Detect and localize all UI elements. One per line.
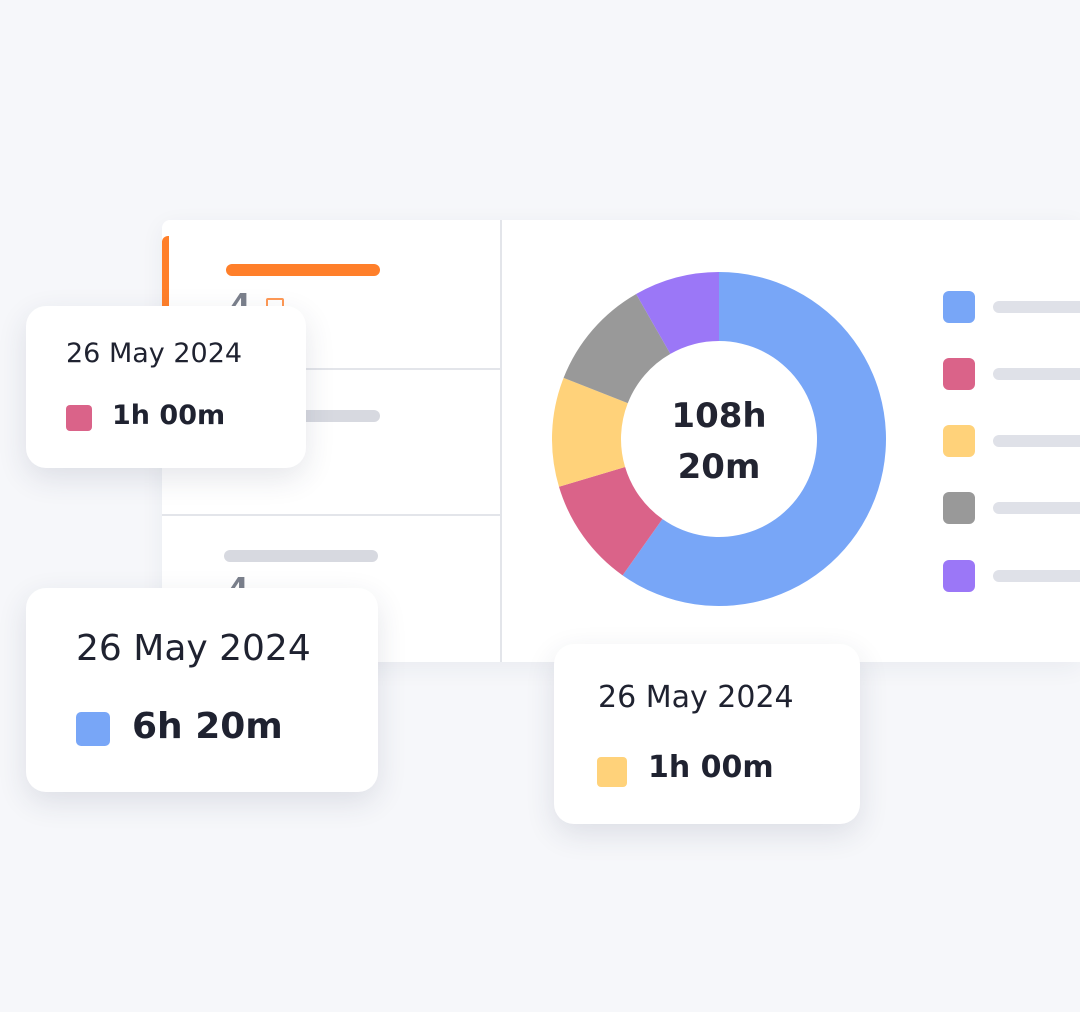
project-title-placeholder bbox=[226, 264, 380, 276]
tooltip-swatch bbox=[66, 405, 92, 431]
tooltip-date: 26 May 2024 bbox=[76, 628, 311, 669]
legend-item-3[interactable] bbox=[943, 425, 1080, 457]
tooltip-blue: 26 May 2024 6h 20m bbox=[26, 588, 378, 792]
tooltip-date: 26 May 2024 bbox=[66, 338, 243, 369]
legend-swatch bbox=[943, 291, 975, 323]
project-title-placeholder bbox=[282, 410, 380, 422]
donut-slice-3[interactable] bbox=[552, 377, 628, 487]
legend-label-placeholder bbox=[993, 301, 1080, 313]
tooltip-date: 26 May 2024 bbox=[598, 680, 794, 715]
project-title-placeholder bbox=[224, 550, 378, 562]
legend-label-placeholder bbox=[993, 368, 1080, 380]
legend-swatch bbox=[943, 560, 975, 592]
legend-item-2[interactable] bbox=[943, 358, 1080, 390]
tooltip-pink: 26 May 2024 1h 00m bbox=[26, 306, 306, 468]
legend-swatch bbox=[943, 425, 975, 457]
tooltip-value: 1h 00m bbox=[112, 400, 226, 431]
donut-slice-5[interactable] bbox=[636, 272, 719, 354]
tooltip-swatch bbox=[597, 757, 627, 787]
legend-label-placeholder bbox=[993, 435, 1080, 447]
donut-center-minutes: 20m bbox=[678, 447, 761, 487]
legend-item-1[interactable] bbox=[943, 291, 1080, 323]
donut-slice-1[interactable] bbox=[622, 272, 886, 606]
tooltip-value: 6h 20m bbox=[132, 706, 283, 747]
active-indicator bbox=[162, 236, 169, 368]
donut-slice-4[interactable] bbox=[563, 294, 671, 404]
legend-swatch bbox=[943, 492, 975, 524]
donut-center-hours: 108h bbox=[671, 396, 766, 436]
legend-item-4[interactable] bbox=[943, 492, 1080, 524]
legend-swatch bbox=[943, 358, 975, 390]
legend-label-placeholder bbox=[993, 570, 1080, 582]
donut-slice-2[interactable] bbox=[558, 467, 663, 576]
tooltip-value: 1h 00m bbox=[648, 750, 774, 785]
tooltip-swatch bbox=[76, 712, 110, 746]
legend-item-5[interactable] bbox=[943, 560, 1080, 592]
legend-label-placeholder bbox=[993, 502, 1080, 514]
project-row-1[interactable]: 4 bbox=[162, 220, 500, 370]
time-donut-chart: 108h 20m bbox=[552, 272, 886, 606]
tooltip-yellow: 26 May 2024 1h 00m bbox=[554, 644, 860, 824]
